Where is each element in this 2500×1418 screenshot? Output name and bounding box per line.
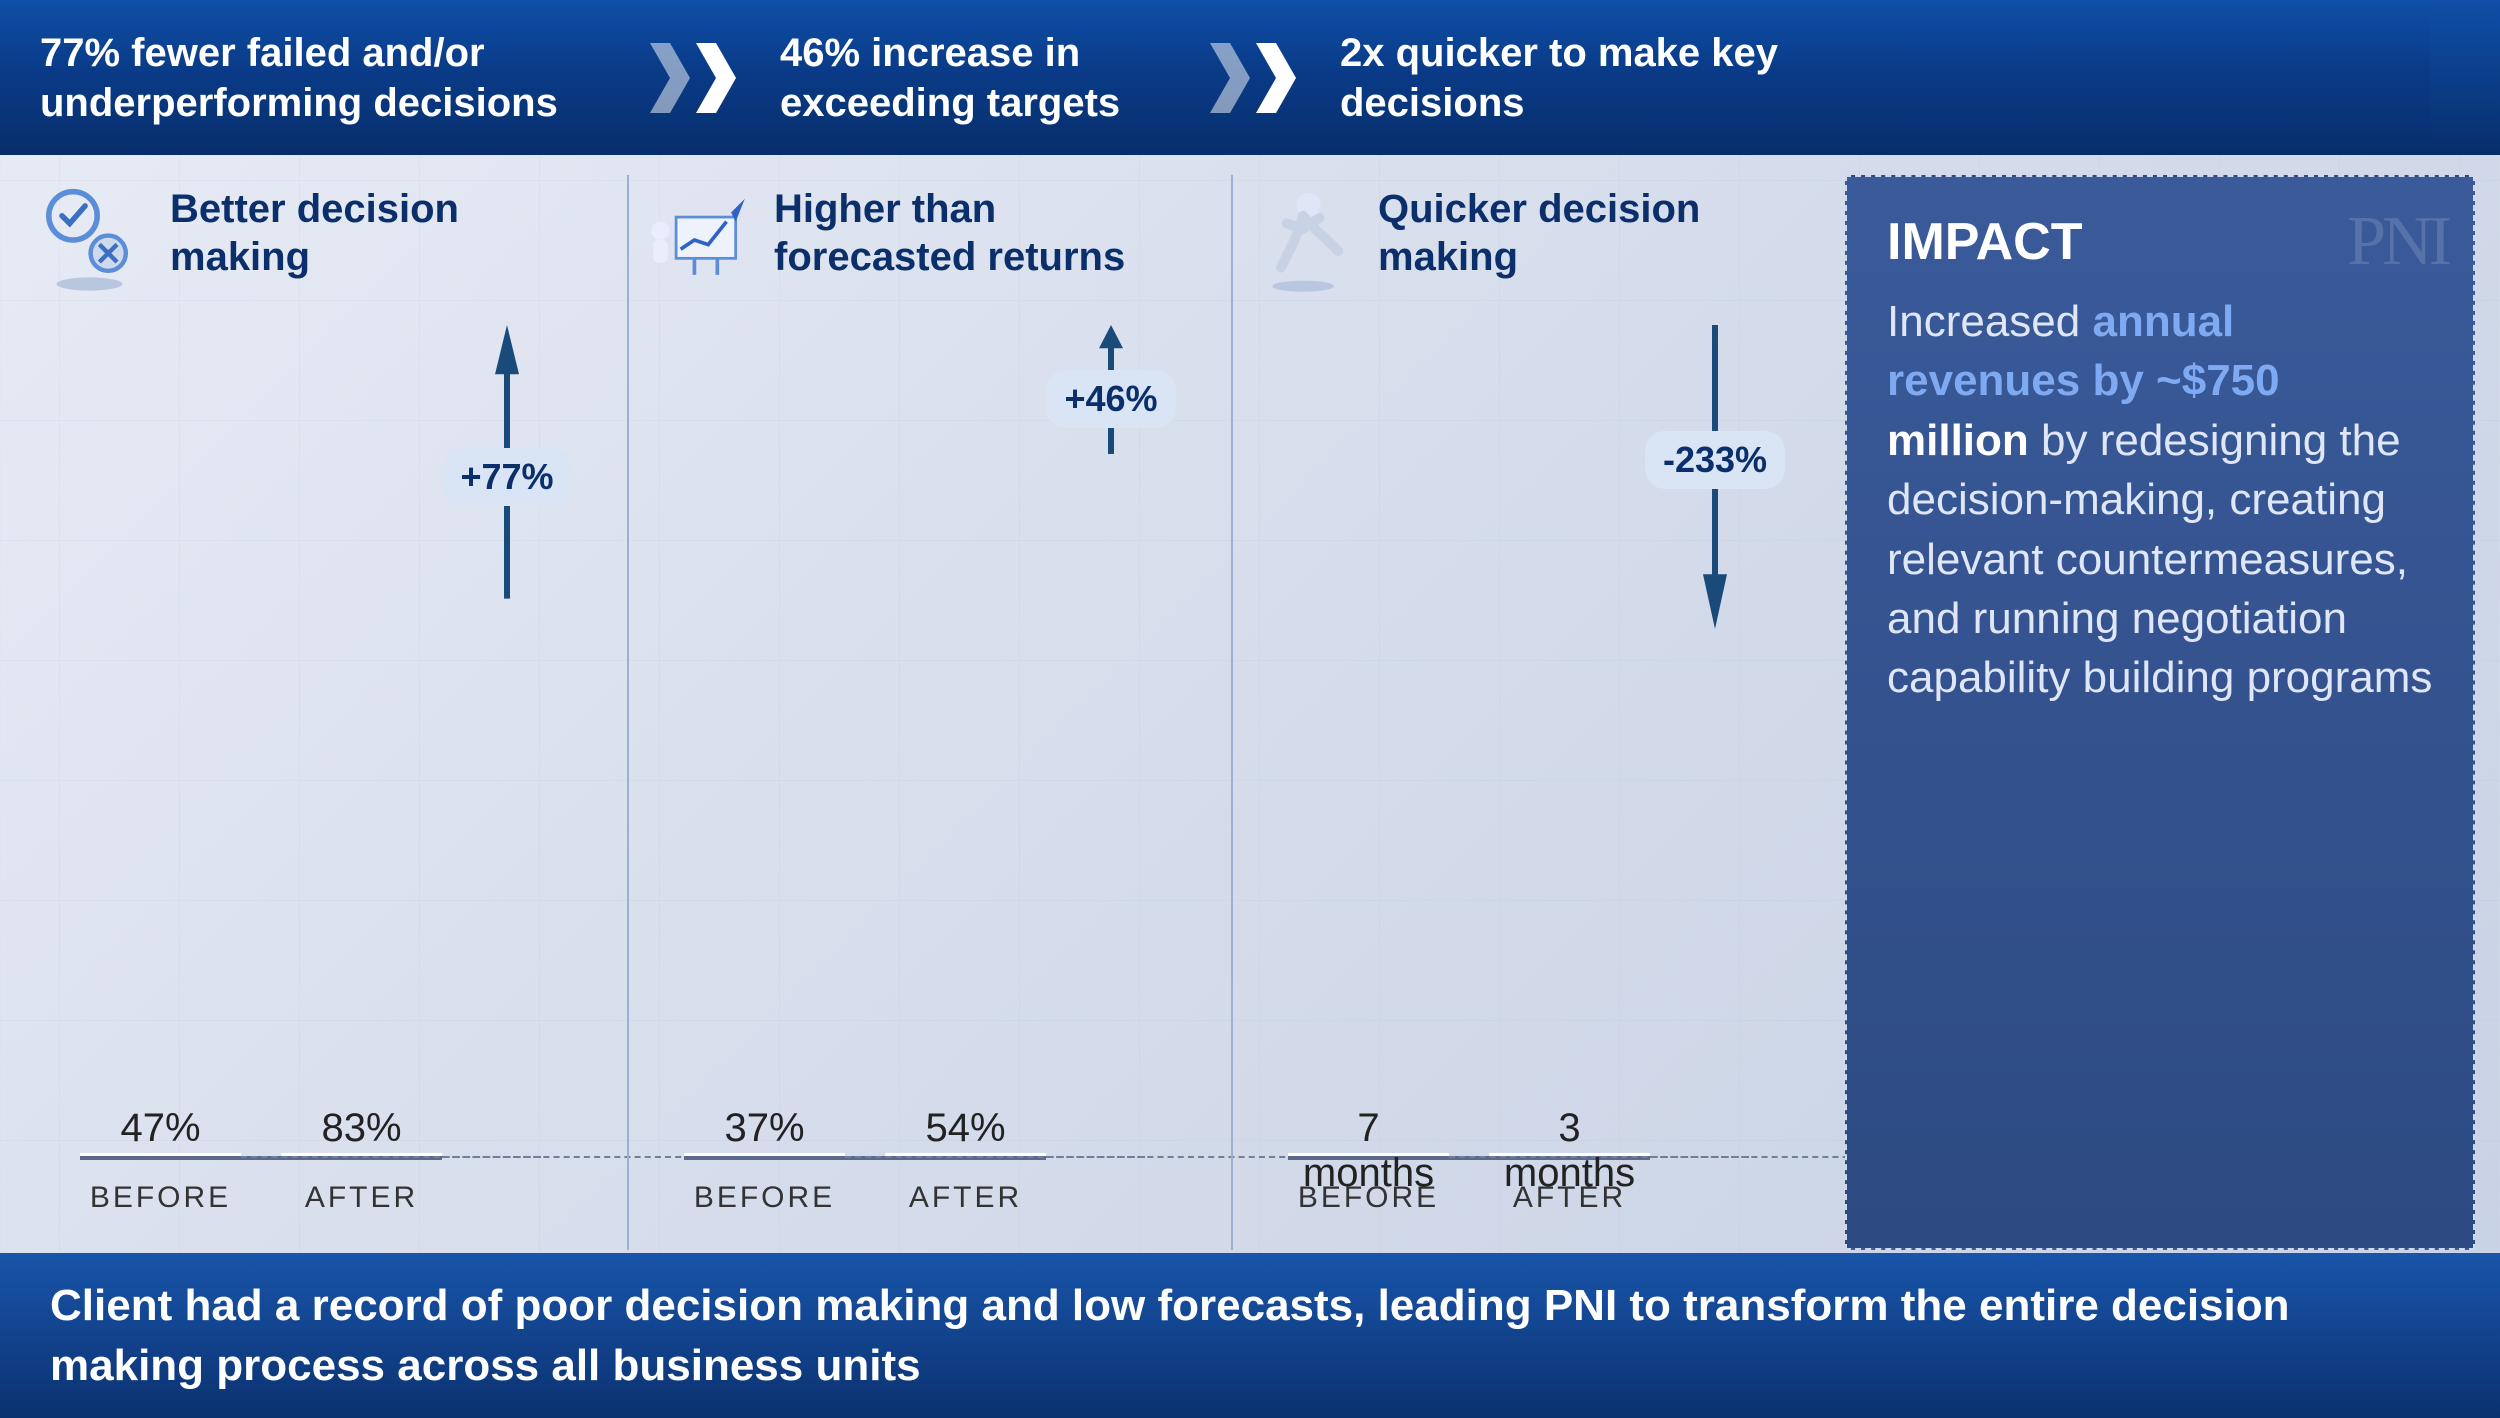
chart-area: 7 months 3 months bbox=[1248, 325, 1810, 1225]
bar-value-label: 47% bbox=[80, 1106, 241, 1151]
change-indicator: +77% bbox=[442, 325, 572, 599]
chart-panel-quicker-decisions: Quicker decision making 7 months 3 month… bbox=[1231, 175, 1825, 1250]
bar-after: 83% bbox=[281, 1153, 442, 1156]
x-label: BEFORE bbox=[684, 1181, 845, 1215]
bar-value-label: 37% bbox=[684, 1106, 845, 1151]
bar-after: 54% bbox=[885, 1153, 1046, 1156]
bottom-summary-bar: Client had a record of poor decision mak… bbox=[0, 1253, 2500, 1418]
kpi-1: 77% fewer failed and/or underperforming … bbox=[40, 28, 650, 128]
x-axis-labels: BEFORE AFTER bbox=[1288, 1181, 1650, 1215]
impact-panel: PNI IMPACT Increased annual revenues by … bbox=[1845, 175, 2475, 1250]
chevron-icon bbox=[650, 43, 740, 113]
x-label: BEFORE bbox=[80, 1181, 241, 1215]
growth-chart-icon bbox=[644, 185, 754, 295]
impact-highlight-white: million bbox=[1887, 416, 2029, 465]
bar-before: 47% bbox=[80, 1153, 241, 1156]
pni-watermark: PNI bbox=[2347, 202, 2448, 282]
impact-body: Increased annual revenues by ~$750 milli… bbox=[1887, 292, 2433, 708]
chevron-icon bbox=[1210, 43, 1300, 113]
bar-before: 7 months bbox=[1288, 1153, 1449, 1156]
charts-container: Better decision making 47% 83% bbox=[25, 175, 1825, 1250]
bottom-summary-text: Client had a record of poor decision mak… bbox=[50, 1276, 2450, 1395]
bar-before: 37% bbox=[684, 1153, 845, 1156]
running-figure-icon bbox=[1248, 185, 1358, 295]
chart-panel-better-decisions: Better decision making 47% 83% bbox=[25, 175, 617, 1250]
change-label: +46% bbox=[1046, 370, 1175, 428]
impact-text: Increased bbox=[1887, 297, 2092, 346]
x-axis-labels: BEFORE AFTER bbox=[80, 1181, 442, 1215]
chart-title: Higher than forecasted returns bbox=[774, 185, 1206, 281]
bars-row: 47% 83% bbox=[80, 400, 442, 1160]
x-label: AFTER bbox=[885, 1181, 1046, 1215]
chart-title: Quicker decision making bbox=[1378, 185, 1810, 281]
bars-row: 7 months 3 months bbox=[1288, 400, 1650, 1160]
bar-value-label: 83% bbox=[281, 1106, 442, 1151]
bars-row: 37% 54% bbox=[684, 400, 1046, 1160]
change-indicator: -233% bbox=[1650, 325, 1780, 629]
x-label: AFTER bbox=[281, 1181, 442, 1215]
chart-area: 37% 54% bbox=[644, 325, 1206, 1225]
change-indicator: +46% bbox=[1046, 325, 1176, 454]
top-kpi-ribbon: 77% fewer failed and/or underperforming … bbox=[0, 0, 2500, 155]
chart-area: 47% 83% bbox=[40, 325, 602, 1225]
x-axis-labels: BEFORE AFTER bbox=[684, 1181, 1046, 1215]
change-label: +77% bbox=[442, 448, 571, 506]
decision-check-icon bbox=[40, 185, 150, 295]
x-label: BEFORE bbox=[1288, 1181, 1449, 1215]
chart-panel-higher-returns: Higher than forecasted returns 37% 54% bbox=[627, 175, 1221, 1250]
x-label: AFTER bbox=[1489, 1181, 1650, 1215]
bar-after: 3 months bbox=[1489, 1153, 1650, 1156]
kpi-3: 2x quicker to make key decisions bbox=[1340, 28, 1960, 128]
chart-title: Better decision making bbox=[170, 185, 602, 281]
kpi-2: 46% increase in exceeding targets bbox=[780, 28, 1210, 128]
main-content: Better decision making 47% 83% bbox=[25, 175, 2475, 1250]
bar-value-label: 54% bbox=[885, 1106, 1046, 1151]
change-label: -233% bbox=[1645, 431, 1785, 489]
